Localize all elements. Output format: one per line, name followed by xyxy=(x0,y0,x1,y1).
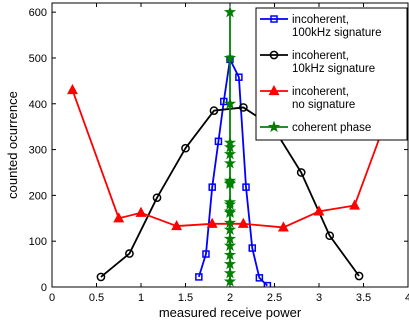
data-point xyxy=(237,217,249,228)
y-tick-label: 300 xyxy=(29,145,47,157)
data-point xyxy=(202,250,210,258)
data-point xyxy=(67,83,78,95)
legend-item-4: coherent phase xyxy=(260,120,371,134)
data-point xyxy=(248,244,256,252)
legend-item-2: incoherent,10kHz signature xyxy=(260,50,375,75)
data-point xyxy=(223,51,237,64)
data-point xyxy=(223,223,237,235)
data-point xyxy=(113,212,125,223)
data-point xyxy=(135,206,147,217)
series-4 xyxy=(223,5,237,287)
y-tick-label: 500 xyxy=(29,53,47,65)
x-tick-label: 3 xyxy=(316,292,322,304)
legend-label: incoherent, xyxy=(292,50,349,62)
x-tick-label: 4 xyxy=(405,292,409,304)
data-point xyxy=(152,193,162,203)
data-point xyxy=(223,147,237,160)
y-tick-label: 400 xyxy=(29,99,47,111)
x-tick-label: 2.5 xyxy=(267,292,282,304)
data-point xyxy=(313,205,325,216)
x-tick-label: 1 xyxy=(138,292,144,304)
x-tick-label: 2 xyxy=(227,292,233,304)
data-point xyxy=(125,249,134,258)
data-point xyxy=(223,5,237,18)
legend-label: 100kHz signature xyxy=(292,27,382,39)
x-tick-label: 3.5 xyxy=(356,292,371,304)
data-point xyxy=(349,199,361,210)
data-point xyxy=(171,220,183,231)
legend-label: coherent phase xyxy=(292,122,371,134)
data-point xyxy=(223,257,237,270)
y-tick-label: 200 xyxy=(29,190,47,202)
plot-frame xyxy=(51,2,409,288)
x-tick-label: 0.5 xyxy=(89,292,104,304)
legend-swatch-marker xyxy=(267,120,281,133)
data-point xyxy=(296,168,306,177)
data-point xyxy=(195,273,203,281)
x-tick-label: 0 xyxy=(49,292,55,304)
legend-swatch-marker xyxy=(269,50,279,60)
y-axis-label: counted ocurrence xyxy=(5,91,20,199)
data-point xyxy=(255,274,264,282)
data-point xyxy=(235,73,243,81)
data-point xyxy=(208,183,216,191)
data-point xyxy=(214,137,223,146)
data-point xyxy=(223,206,237,218)
x-tick-label: 1.5 xyxy=(178,292,193,304)
legend-label: 10kHz signature xyxy=(292,63,375,75)
data-point xyxy=(96,272,106,282)
data-point xyxy=(277,221,289,232)
legend-box xyxy=(255,7,408,141)
data-point xyxy=(325,231,335,241)
data-point xyxy=(220,97,228,106)
y-tick-label: 100 xyxy=(29,236,47,248)
data-point xyxy=(223,248,237,261)
data-point xyxy=(223,97,237,109)
legend-swatch-marker xyxy=(270,15,278,23)
data-point xyxy=(263,281,272,287)
legend-label: no signature xyxy=(292,99,355,111)
legend-swatch-marker xyxy=(268,84,280,96)
data-point xyxy=(354,271,364,281)
data-point xyxy=(223,275,237,287)
legend-item-3: incoherent,no signature xyxy=(260,84,355,111)
data-point xyxy=(239,103,248,112)
y-tick-label: 0 xyxy=(41,282,47,294)
x-axis-label: measured receive power xyxy=(159,305,302,320)
data-point xyxy=(223,156,237,169)
data-point xyxy=(223,177,237,190)
data-point xyxy=(242,183,250,191)
legend-label: incoherent, xyxy=(292,86,349,98)
series-line xyxy=(100,106,360,278)
legend-label: incoherent, xyxy=(292,14,349,26)
data-point xyxy=(223,239,237,251)
data-point xyxy=(181,143,190,153)
legend: incoherent,100kHz signatureincoherent,10… xyxy=(255,7,408,141)
y-tick-label: 600 xyxy=(29,7,47,19)
data-point xyxy=(209,106,219,115)
data-point xyxy=(206,217,218,228)
legend-item-1: incoherent,100kHz signature xyxy=(260,14,382,39)
